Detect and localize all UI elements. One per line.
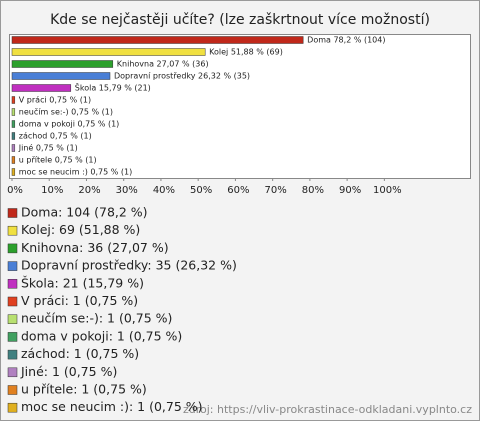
legend-swatch: [7, 243, 18, 254]
bar: [11, 60, 114, 68]
legend-swatch: [7, 225, 18, 236]
bar: [11, 144, 16, 152]
data-label: Škola 15,79 % (21): [75, 82, 151, 93]
bar: [11, 84, 72, 92]
chart-title: Kde se nejčastěji učíte? (lze zaškrtnout…: [50, 12, 430, 28]
legend-swatch: [7, 261, 18, 271]
legend-label: Škola: 21 (15,79 %): [21, 275, 144, 290]
legend-label: neučím se:-): 1 (0,75 %): [21, 311, 172, 326]
legend-swatch: [7, 385, 18, 395]
data-label: u přítele 0,75 % (1): [19, 156, 97, 165]
bar: [11, 168, 16, 176]
data-label: Jiné 0,75 % (1): [18, 143, 78, 153]
x-tick-label: 0%: [7, 185, 23, 196]
data-label: Dopravní prostředky 26,32 % (35): [114, 72, 250, 81]
legend-swatch: [7, 279, 18, 289]
legend-swatch: [7, 296, 18, 307]
bar: [11, 48, 206, 56]
legend-swatch: [7, 349, 18, 360]
bar: [11, 132, 16, 140]
x-tick-label: 50%: [190, 185, 212, 196]
legend-swatch: [7, 332, 18, 342]
x-tick-label: 30%: [116, 185, 138, 196]
plot-area: [9, 34, 471, 179]
x-tick-label: 10%: [41, 185, 63, 196]
legend-swatch: [7, 402, 18, 413]
legend-swatch: [7, 314, 18, 324]
legend-swatch: [7, 208, 18, 218]
legend-label: záchod: 1 (0,75 %): [21, 346, 139, 361]
legend-swatch: [7, 367, 18, 378]
x-tick-label: 100%: [373, 185, 402, 196]
legend-label: Knihovna: 36 (27,07 %): [21, 240, 169, 255]
bar: [11, 156, 16, 164]
legend-label: Dopravní prostředky: 35 (26,32 %): [21, 258, 237, 273]
x-tick-label: 80%: [302, 185, 324, 196]
legend-label: u přítele: 1 (0,75 %): [21, 382, 147, 397]
legend-label: V práci: 1 (0,75 %): [21, 293, 138, 308]
legend-label: doma v pokoji: 1 (0,75 %): [21, 328, 182, 343]
data-label: V práci 0,75 % (1): [19, 96, 91, 105]
source: zdroj: https://vliv-prokrastinace-odklad…: [183, 403, 472, 416]
x-tick-label: 70%: [265, 185, 287, 196]
legend-label: Doma: 104 (78,2 %): [21, 205, 148, 220]
legend-label: Kolej: 69 (51,88 %): [21, 222, 140, 237]
legend-label: moc se neucim :): 1 (0,75 %): [21, 399, 203, 414]
bar: [11, 108, 16, 116]
data-label: moc se neucim :) 0,75 % (1): [19, 168, 132, 177]
x-tick-label: 60%: [227, 185, 249, 196]
data-label: Kolej 51,88 % (69): [209, 48, 283, 57]
bar: [11, 36, 304, 44]
bar: [11, 120, 16, 128]
data-label: Doma 78,2 % (104): [307, 36, 385, 45]
bar: [11, 72, 111, 80]
data-label: doma v pokoji 0,75 % (1): [19, 120, 120, 129]
x-tick-label: 40%: [153, 185, 175, 196]
x-tick-label: 90%: [339, 185, 361, 196]
legend-label: Jiné: 1 (0,75 %): [20, 364, 117, 379]
data-label: neučím se:-) 0,75 % (1): [19, 107, 113, 117]
x-tick-label: 20%: [78, 185, 100, 196]
data-label: záchod 0,75 % (1): [19, 132, 92, 141]
bar: [11, 96, 16, 104]
data-label: Knihovna 27,07 % (36): [117, 60, 209, 69]
